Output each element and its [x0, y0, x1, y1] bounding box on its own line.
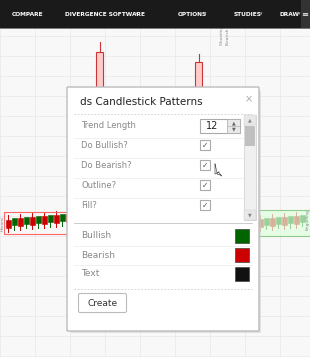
Bar [4, 212, 72, 234]
Bar [47, 215, 52, 222]
Bar [29, 217, 34, 225]
Text: ✓: ✓ [202, 161, 208, 170]
Text: ▲: ▲ [232, 121, 235, 126]
Bar [244, 210, 256, 220]
Text: Outline?: Outline? [81, 181, 116, 191]
Bar [200, 180, 210, 190]
Bar [235, 267, 249, 281]
Bar [299, 215, 304, 222]
Bar [36, 216, 41, 223]
Text: ▾: ▾ [298, 11, 300, 16]
Text: Fill?: Fill? [81, 201, 97, 211]
Bar [244, 115, 256, 125]
Text: ▾: ▾ [260, 11, 263, 16]
Bar [200, 200, 210, 210]
Bar [238, 210, 310, 236]
Text: Shooting Star: Shooting Star [220, 15, 224, 45]
Text: ✓: ✓ [202, 181, 208, 190]
Bar [71, 91, 261, 333]
Text: ✓: ✓ [202, 201, 208, 210]
Bar [294, 216, 299, 224]
Bar [200, 140, 210, 150]
Bar [251, 219, 256, 226]
Text: 12: 12 [206, 121, 218, 131]
Text: ▾: ▾ [204, 11, 207, 16]
Bar [276, 217, 281, 224]
Bar [65, 214, 70, 222]
Bar [235, 248, 249, 262]
Bar [0, 0, 310, 28]
Text: ▾: ▾ [40, 11, 43, 16]
Text: ✓: ✓ [202, 141, 208, 150]
Bar [11, 218, 16, 225]
Bar [96, 52, 103, 104]
Bar [246, 220, 250, 228]
Text: Text: Text [81, 270, 100, 278]
Text: COMPARE: COMPARE [12, 11, 44, 16]
Bar [200, 119, 240, 133]
Bar [54, 215, 59, 223]
Bar [24, 217, 29, 224]
Text: Harami: Harami [1, 215, 5, 231]
Bar [287, 216, 293, 223]
Text: Do Bullish?: Do Bullish? [81, 141, 128, 151]
Text: OPTIONS: OPTIONS [177, 11, 206, 16]
Text: ▼: ▼ [232, 126, 235, 131]
Bar [244, 115, 256, 220]
Text: ▾: ▾ [135, 11, 138, 16]
Text: ▲: ▲ [248, 117, 252, 122]
Bar [301, 0, 310, 28]
Bar [195, 62, 202, 100]
Polygon shape [215, 164, 222, 176]
Text: Bullish: Bullish [81, 231, 111, 241]
Bar [269, 218, 274, 226]
Bar [235, 229, 249, 243]
Bar [194, 103, 200, 109]
Text: DIVERGENCE SOFTWARE: DIVERGENCE SOFTWARE [65, 11, 145, 16]
Text: Bearish Harami: Bearish Harami [226, 12, 230, 45]
Bar [227, 119, 240, 133]
Bar [245, 126, 255, 146]
Text: ≡: ≡ [302, 10, 308, 19]
Bar [17, 218, 23, 226]
Bar [200, 160, 210, 170]
Bar [95, 108, 101, 115]
Bar [60, 214, 64, 221]
Text: Do Bearish?: Do Bearish? [81, 161, 132, 171]
Text: Create: Create [87, 298, 117, 307]
Text: ×: × [245, 94, 253, 104]
Text: DRAW: DRAW [280, 11, 300, 16]
Text: Trend Length: Trend Length [81, 121, 136, 131]
Text: STUDIES: STUDIES [234, 11, 262, 16]
Text: ▼: ▼ [248, 212, 252, 217]
FancyBboxPatch shape [78, 293, 126, 312]
Bar [258, 219, 263, 227]
Text: Engulfing: Engulfing [306, 210, 310, 230]
Text: Bearish: Bearish [81, 251, 115, 260]
Bar [6, 220, 11, 228]
Text: ds Candlestick Patterns: ds Candlestick Patterns [80, 97, 203, 107]
Bar [264, 218, 268, 225]
Bar [42, 216, 46, 224]
Bar [281, 217, 286, 225]
FancyBboxPatch shape [67, 87, 259, 331]
